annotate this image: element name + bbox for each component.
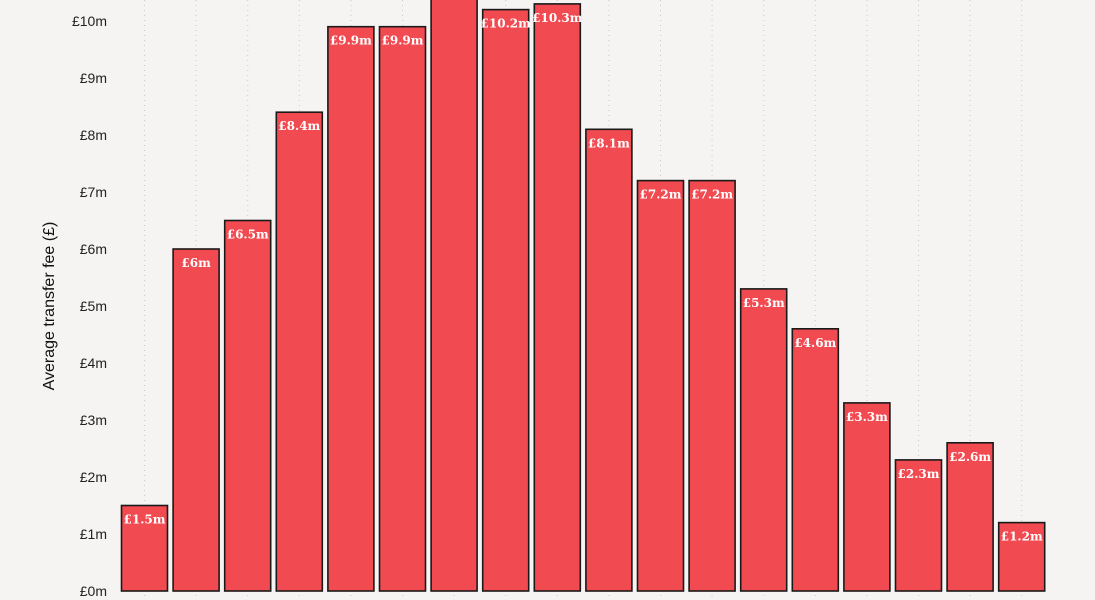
bar-value-label: £10.2m <box>481 17 532 31</box>
y-tick-label: £1m <box>80 526 107 542</box>
bar-value-label: £10.3m <box>532 11 583 25</box>
y-axis: £0m £1m £2m £3m £4m £5m £6m £7m £8m £9m £10m <box>72 13 107 599</box>
bar-value-label: £6.5m <box>227 228 269 242</box>
bar <box>275 111 324 592</box>
bar <box>946 441 994 592</box>
bar <box>636 179 685 592</box>
y-axis-title: Average transfer fee (£) <box>41 222 58 391</box>
bar <box>378 25 427 592</box>
bar <box>739 288 788 592</box>
bar-value-label: £1.2m <box>1001 530 1043 544</box>
y-tick-label: £4m <box>80 355 107 371</box>
y-tick-label: £9m <box>80 70 107 86</box>
bar-value-label: £7.2m <box>640 188 682 202</box>
bar-value-label: £7.2m <box>691 188 733 202</box>
bar-value-label: £1.5m <box>124 513 166 527</box>
bars: £1.5m £6m £6.5m £8.4m £9.9m £9.9m £10.2m £10.3m… <box>120 0 1046 592</box>
bar-value-label: £2.3m <box>898 467 940 481</box>
bar-value-label: £9.9m <box>382 34 424 48</box>
bar <box>894 459 943 592</box>
bar <box>997 521 1046 592</box>
y-tick-label: £5m <box>80 298 107 314</box>
bar <box>843 402 891 592</box>
bar-value-label: £6m <box>181 256 211 270</box>
bar <box>585 128 633 592</box>
bar <box>791 327 840 592</box>
bar <box>688 179 736 592</box>
y-tick-label: £0m <box>80 583 107 599</box>
bar <box>481 8 530 592</box>
bar-value-label: £9.9m <box>330 34 372 48</box>
y-tick-label: £7m <box>80 184 107 200</box>
bar <box>327 25 375 592</box>
bar <box>172 248 220 592</box>
y-tick-label: £10m <box>72 13 107 29</box>
y-tick-label: £2m <box>80 469 107 485</box>
bar-value-label: £4.6m <box>794 336 836 350</box>
bar-value-label: £5.3m <box>743 296 785 310</box>
y-tick-label: £8m <box>80 127 107 143</box>
bar-value-label: £3.3m <box>846 410 888 424</box>
bar-value-label: £8.1m <box>588 136 630 150</box>
bar-value-label: £2.6m <box>949 450 991 464</box>
bar <box>533 3 582 592</box>
bar-value-label: £8.4m <box>278 119 320 133</box>
bar <box>223 219 272 592</box>
y-tick-label: £3m <box>80 412 107 428</box>
bar <box>120 504 169 592</box>
y-tick-label: £6m <box>80 241 107 257</box>
bar <box>430 0 478 592</box>
